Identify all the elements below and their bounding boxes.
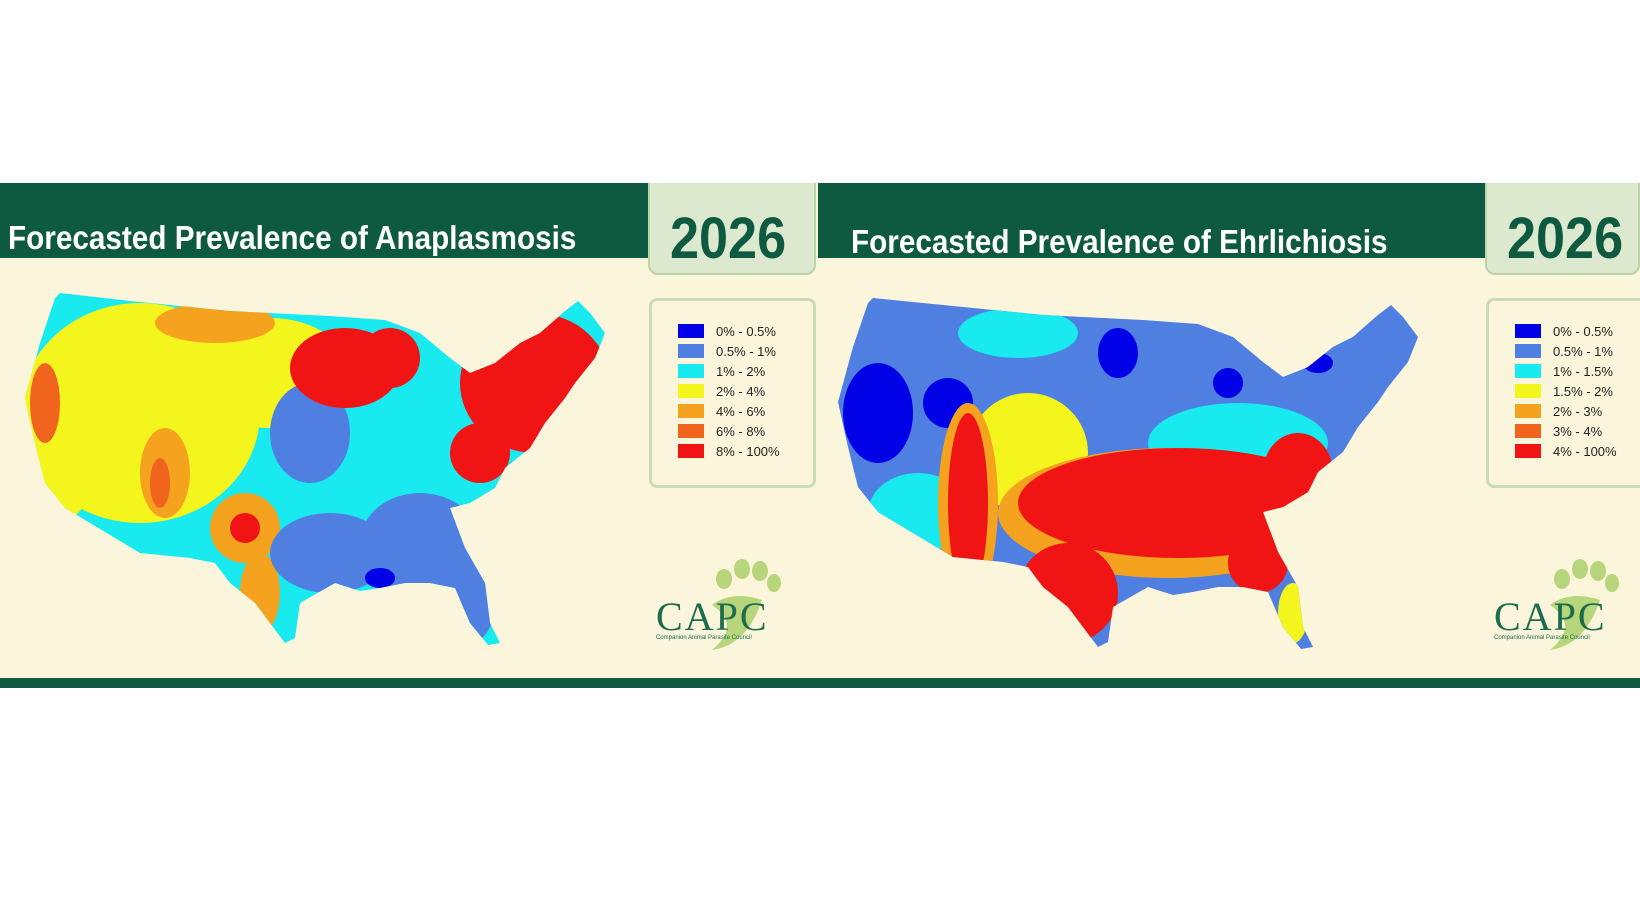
legend-label: 2% - 3% <box>1553 403 1603 419</box>
legend-label: 6% - 8% <box>716 423 766 439</box>
map-region <box>25 343 100 523</box>
map-legend: 0% - 0.5% 0.5% - 1% 1% - 2% 2% - 4% 4% -… <box>649 298 816 488</box>
map-region <box>360 328 420 388</box>
legend-swatch <box>1515 444 1541 458</box>
us-prevalence-map <box>838 298 1418 649</box>
logo-text: CAPC <box>656 594 769 639</box>
legend-swatch <box>678 364 704 378</box>
map-legend: 0% - 0.5% 0.5% - 1% 1% - 1.5% 1.5% - 2% … <box>1486 298 1640 488</box>
legend-swatch <box>1515 384 1541 398</box>
year-box: 2026 <box>648 183 816 275</box>
legend-swatch <box>678 424 704 438</box>
map-region <box>948 413 988 593</box>
map-region <box>360 493 480 593</box>
map-region <box>1018 448 1338 558</box>
legend-swatch <box>1515 364 1541 378</box>
legend-label: 0% - 0.5% <box>716 323 776 339</box>
header-bar: Forecasted Prevalence of Anaplasmosis <box>0 183 648 258</box>
map-region <box>270 383 350 483</box>
map-region <box>365 568 395 588</box>
map-region <box>450 423 510 483</box>
map-region <box>958 308 1078 358</box>
logo-subtitle: Companion Animal Parasite Council <box>656 635 752 641</box>
map-region <box>230 513 260 543</box>
paw-print-icon <box>712 559 781 650</box>
legend-label: 4% - 6% <box>716 403 766 419</box>
legend-item: 1% - 1.5% <box>1515 361 1613 381</box>
legend-swatch <box>678 384 704 398</box>
legend-item: 1.5% - 2% <box>1515 381 1613 401</box>
map-region <box>1228 533 1288 593</box>
map-region <box>1018 543 1118 643</box>
legend-swatch <box>1515 404 1541 418</box>
legend-swatch <box>1515 324 1541 338</box>
legend-label: 0% - 0.5% <box>1553 323 1613 339</box>
us-prevalence-map <box>25 293 605 645</box>
legend-label: 1.5% - 2% <box>1553 383 1613 399</box>
ehrlichiosis-panel: Forecasted Prevalence of Ehrlichiosis 20… <box>818 183 1640 688</box>
legend-item: 6% - 8% <box>678 421 765 441</box>
legend-swatch <box>678 404 704 418</box>
anaplasmosis-panel: Forecasted Prevalence of Anaplasmosis 20… <box>0 183 818 688</box>
year-label: 2026 <box>670 206 787 271</box>
map-region <box>843 363 913 463</box>
legend-swatch <box>678 324 704 338</box>
legend-swatch <box>678 344 704 358</box>
capc-logo: CAPC Companion Animal Parasite Council <box>1490 555 1640 655</box>
legend-item: 3% - 4% <box>1515 421 1602 441</box>
map-title: Forecasted Prevalence of Anaplasmosis <box>8 219 577 256</box>
legend-item: 0.5% - 1% <box>1515 341 1613 361</box>
map-region <box>445 563 495 643</box>
legend-label: 2% - 4% <box>716 383 766 399</box>
legend-label: 0.5% - 1% <box>1553 343 1613 359</box>
capc-logo: CAPC Companion Animal Parasite Council <box>652 555 818 655</box>
legend-label: 1% - 1.5% <box>1553 363 1613 379</box>
legend-item: 0% - 0.5% <box>1515 321 1613 341</box>
legend-item: 1% - 2% <box>678 361 765 381</box>
map-region <box>155 303 275 343</box>
map-region <box>1098 328 1138 378</box>
legend-label: 8% - 100% <box>716 443 780 459</box>
map-region <box>1303 353 1333 373</box>
map-region <box>1318 313 1398 393</box>
map-region <box>1213 368 1243 398</box>
legend-item: 2% - 4% <box>678 381 765 401</box>
legend-swatch <box>1515 424 1541 438</box>
logo-subtitle: Companion Animal Parasite Council <box>1494 635 1590 641</box>
logo-text: CAPC <box>1494 594 1607 639</box>
legend-label: 3% - 4% <box>1553 423 1603 439</box>
bottom-rule <box>0 678 1640 688</box>
map-region <box>1278 583 1308 643</box>
map-title: Forecasted Prevalence of Ehrlichiosis <box>851 223 1388 260</box>
map-region <box>1263 433 1333 513</box>
map-region <box>270 513 390 593</box>
legend-item: 0.5% - 1% <box>678 341 776 361</box>
legend-label: 4% - 100% <box>1553 443 1617 459</box>
map-region <box>30 363 60 443</box>
legend-swatch <box>1515 344 1541 358</box>
legend-label: 1% - 2% <box>716 363 766 379</box>
legend-item: 4% - 6% <box>678 401 765 421</box>
year-box: 2026 <box>1485 183 1640 275</box>
legend-item: 8% - 100% <box>678 441 780 461</box>
legend-item: 2% - 3% <box>1515 401 1602 421</box>
map-region <box>150 458 170 508</box>
legend-item: 4% - 100% <box>1515 441 1617 461</box>
legend-item: 0% - 0.5% <box>678 321 776 341</box>
year-label: 2026 <box>1507 206 1624 271</box>
legend-swatch <box>678 444 704 458</box>
legend-label: 0.5% - 1% <box>716 343 776 359</box>
header-bar: Forecasted Prevalence of Ehrlichiosis <box>818 183 1485 260</box>
paw-print-icon <box>1550 559 1619 650</box>
